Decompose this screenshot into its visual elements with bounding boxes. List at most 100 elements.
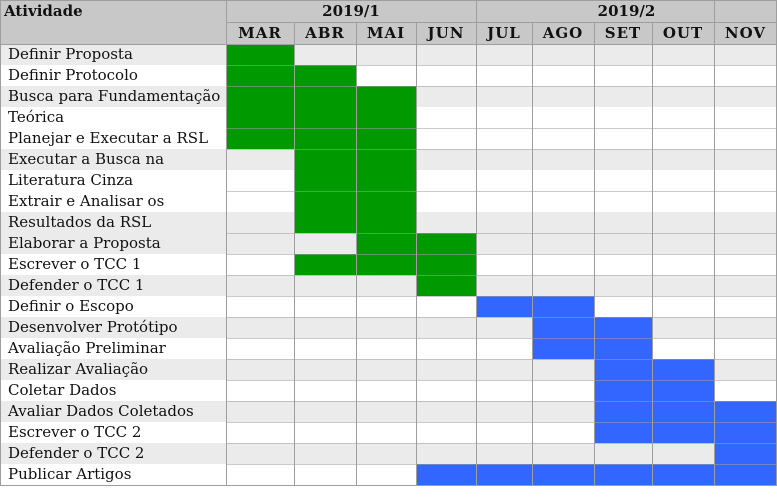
grid-line-horizontal — [226, 191, 777, 192]
gantt-cell-green — [416, 233, 476, 254]
activity-label: Defender o TCC 1 — [8, 276, 145, 294]
gantt-cell-green — [416, 275, 476, 296]
activity-label: Planejar e Executar a RSL — [8, 129, 209, 147]
row-stripe — [0, 44, 777, 65]
activity-label: Definir o Escopo — [8, 297, 134, 315]
gantt-cell-blue — [652, 380, 714, 401]
activity-label: Elaborar a Proposta — [8, 234, 161, 252]
grid-line-horizontal — [226, 128, 777, 129]
month-header: OUT — [652, 22, 714, 44]
semester-header: 2019/2 — [476, 0, 777, 22]
gantt-cell-blue — [594, 401, 652, 422]
month-header: MAR — [226, 22, 294, 44]
gantt-cell-blue — [594, 317, 652, 338]
grid-line-horizontal — [226, 401, 777, 402]
grid-line-horizontal — [226, 380, 777, 381]
row-stripe — [0, 359, 777, 380]
activity-label: Busca para Fundamentação — [8, 87, 221, 105]
grid-line-horizontal — [226, 149, 777, 150]
month-header: JUN — [416, 22, 476, 44]
activity-header: Atividade — [0, 0, 226, 44]
grid-line-horizontal — [226, 275, 777, 276]
gantt-cell-blue — [476, 296, 532, 317]
month-header: NOV — [714, 22, 777, 44]
gantt-cell-blue — [714, 401, 777, 422]
gantt-cell-green — [416, 254, 476, 275]
gantt-cell-blue — [652, 422, 714, 443]
gantt-cell-blue — [594, 359, 652, 380]
gantt-cell-green — [294, 254, 356, 275]
grid-line-vertical — [356, 22, 357, 485]
grid-line-horizontal — [0, 44, 777, 45]
grid-line-vertical — [714, 0, 715, 485]
gantt-cell-blue — [476, 464, 532, 485]
gantt-cell-green — [226, 128, 294, 149]
activity-label: Escrever o TCC 1 — [8, 255, 142, 273]
row-stripe — [0, 275, 777, 296]
grid-line-horizontal — [226, 254, 777, 255]
grid-line-vertical — [226, 0, 227, 485]
grid-line-horizontal — [0, 485, 777, 486]
activity-label: Defender o TCC 2 — [8, 444, 145, 462]
row-stripe — [0, 443, 777, 464]
gantt-cell-green — [294, 65, 356, 86]
month-header: JUL — [476, 22, 532, 44]
gantt-cell-green — [294, 191, 356, 233]
row-stripe — [0, 422, 777, 443]
gantt-cell-blue — [532, 317, 594, 338]
gantt-cell-blue — [532, 338, 594, 359]
grid-line-vertical — [0, 0, 1, 485]
grid-line-vertical — [416, 22, 417, 485]
gantt-cell-blue — [532, 296, 594, 317]
activity-label: Desenvolver Protótipo — [8, 318, 178, 336]
activity-label: Avaliação Preliminar — [8, 339, 166, 357]
activity-label: Executar a Busca na — [8, 150, 165, 168]
gantt-cell-blue — [652, 401, 714, 422]
gantt-cell-blue — [652, 359, 714, 380]
activity-label: Resultados da RSL — [8, 213, 152, 231]
activity-label: Publicar Artigos — [8, 465, 132, 483]
activity-label: Definir Protocolo — [8, 66, 138, 84]
grid-line-horizontal — [226, 233, 777, 234]
grid-line-horizontal — [226, 422, 777, 423]
grid-line-vertical — [476, 0, 477, 485]
gantt-cell-blue — [594, 464, 652, 485]
grid-line-horizontal — [226, 443, 777, 444]
grid-line-horizontal — [226, 22, 777, 23]
gantt-cell-green — [356, 191, 416, 233]
gantt-cell-green — [356, 233, 416, 254]
gantt-cell-green — [226, 65, 294, 86]
grid-line-horizontal — [226, 338, 777, 339]
gantt-cell-green — [294, 149, 356, 191]
gantt-cell-green — [356, 86, 416, 128]
grid-line-horizontal — [226, 86, 777, 87]
grid-line-horizontal — [226, 359, 777, 360]
gantt-cell-green — [356, 128, 416, 149]
grid-line-vertical — [532, 22, 533, 485]
activity-label: Avaliar Dados Coletados — [8, 402, 194, 420]
gantt-cell-green — [226, 86, 294, 128]
grid-line-vertical — [294, 22, 295, 485]
gantt-cell-blue — [714, 443, 777, 464]
row-stripe — [0, 380, 777, 401]
semester-header: 2019/1 — [226, 0, 476, 22]
grid-line-horizontal — [226, 464, 777, 465]
gantt-cell-blue — [714, 422, 777, 443]
grid-line-horizontal — [0, 0, 777, 1]
gantt-cell-blue — [652, 464, 714, 485]
gantt-cell-green — [226, 44, 294, 65]
gantt-cell-blue — [594, 380, 652, 401]
grid-line-horizontal — [226, 296, 777, 297]
month-header: SET — [594, 22, 652, 44]
activity-label: Realizar Avaliação — [8, 360, 149, 378]
gantt-cell-blue — [714, 464, 777, 485]
activity-label: Escrever o TCC 2 — [8, 423, 142, 441]
gantt-cell-blue — [594, 422, 652, 443]
month-header: MAI — [356, 22, 416, 44]
row-stripe — [0, 401, 777, 422]
gantt-cell-blue — [416, 464, 476, 485]
row-stripe — [0, 65, 777, 86]
gantt-cell-green — [356, 254, 416, 275]
grid-line-horizontal — [226, 317, 777, 318]
